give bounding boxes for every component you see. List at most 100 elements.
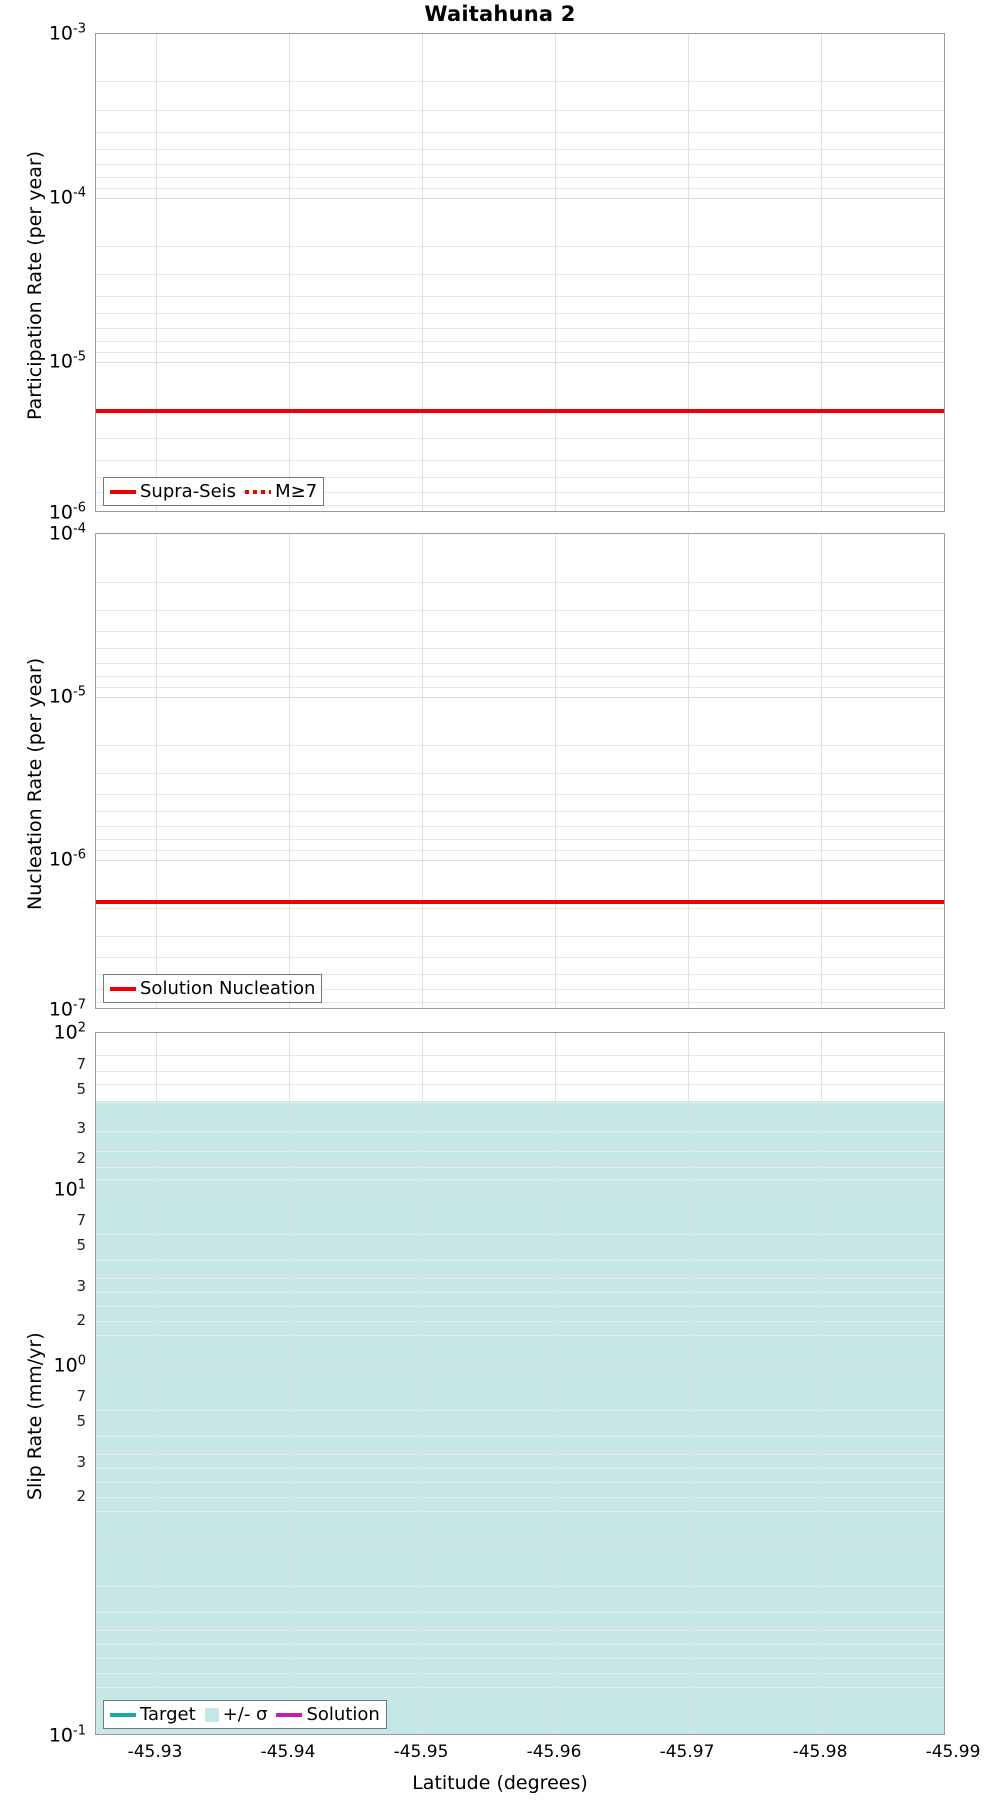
vgridline xyxy=(422,1033,423,1734)
legend-item-supra-seis[interactable]: Supra-Seis xyxy=(110,481,236,502)
vgridline xyxy=(289,1033,290,1734)
gridline xyxy=(96,1167,944,1168)
xtick: -45.98 xyxy=(792,1742,848,1762)
gridline xyxy=(96,328,944,329)
legend-item-sigma[interactable]: +/- σ xyxy=(204,1704,268,1725)
panel3-ytick-minor: 7 xyxy=(76,1211,86,1229)
vgridline xyxy=(688,34,689,511)
gridline xyxy=(96,1102,944,1103)
vgridline xyxy=(289,534,290,1008)
gridline xyxy=(96,826,944,827)
gridline xyxy=(96,1055,944,1056)
gridline xyxy=(96,850,944,851)
gridline xyxy=(96,1586,944,1587)
gridline xyxy=(96,1071,944,1072)
series-supra-seis-line xyxy=(96,409,944,413)
gridline xyxy=(96,663,944,664)
panel3-ytick-minor: 2 xyxy=(76,1149,86,1167)
gridline xyxy=(96,1410,944,1411)
legend-label: M≥7 xyxy=(275,481,318,502)
gridline xyxy=(96,164,944,165)
panel-slip-rate: Target +/- σ Solution xyxy=(95,1032,945,1735)
gridline xyxy=(96,1644,944,1645)
gridline xyxy=(96,1292,944,1293)
panel3-ytick-major: 102 xyxy=(53,1020,86,1044)
gridline xyxy=(96,1002,944,1003)
gridline-major xyxy=(96,362,944,363)
gridline xyxy=(96,1454,944,1455)
gridline xyxy=(96,313,944,314)
gridline xyxy=(96,610,944,611)
vgridline xyxy=(555,534,556,1008)
legend-label: +/- σ xyxy=(222,1704,268,1725)
gridline xyxy=(96,676,944,677)
gridline xyxy=(96,989,944,990)
panel3-ytick-minor: 7 xyxy=(76,1055,86,1073)
legend-item-solution-nucleation[interactable]: Solution Nucleation xyxy=(110,978,315,999)
series-sigma-band xyxy=(96,1101,944,1734)
gridline-major xyxy=(96,860,944,861)
gridline xyxy=(96,1306,944,1307)
gridline xyxy=(96,341,944,342)
vgridline xyxy=(156,34,157,511)
patch-teal-icon xyxy=(204,1707,219,1722)
panel2-ytick: 10-4 xyxy=(48,521,86,545)
vgridline xyxy=(821,1033,822,1734)
gridline xyxy=(96,1612,944,1613)
gridline xyxy=(96,1497,944,1498)
legend-label: Solution Nucleation xyxy=(140,978,316,999)
series-solution-nucleation-line xyxy=(96,900,944,904)
gridline xyxy=(96,811,944,812)
gridline xyxy=(96,745,944,746)
gridline xyxy=(96,438,944,439)
panel2-ytick: 10-5 xyxy=(48,684,86,708)
line-magenta-icon xyxy=(276,1712,303,1717)
gridline-major xyxy=(96,198,944,199)
gridline xyxy=(96,492,944,493)
panel2-ytick: 10-7 xyxy=(48,997,86,1021)
vgridline xyxy=(156,1033,157,1734)
panel2-legend[interactable]: Solution Nucleation xyxy=(103,974,323,1003)
gridline-major xyxy=(96,697,944,698)
vgridline xyxy=(688,1033,689,1734)
gridline xyxy=(96,81,944,82)
gridline xyxy=(96,1630,944,1631)
vgridline xyxy=(821,534,822,1008)
gridline xyxy=(96,957,944,958)
legend-label: Solution xyxy=(306,1704,380,1725)
panel1-ytick: 10-4 xyxy=(48,185,86,209)
panel3-ytick-minor: 5 xyxy=(76,1236,86,1254)
xtick: -45.93 xyxy=(127,1742,183,1762)
panel1-legend[interactable]: Supra-Seis M≥7 xyxy=(103,477,325,506)
gridline xyxy=(96,936,944,937)
gridline xyxy=(96,1179,944,1180)
gridline xyxy=(96,149,944,150)
gridline xyxy=(96,132,944,133)
gridline xyxy=(96,1151,944,1152)
gridline xyxy=(96,1511,944,1512)
gridline-major xyxy=(96,1366,944,1367)
vgridline xyxy=(156,534,157,1008)
gridline xyxy=(96,974,944,975)
gridline xyxy=(96,477,944,478)
legend-label: Target xyxy=(140,1704,196,1725)
gridline xyxy=(96,1658,944,1659)
xtick: -45.97 xyxy=(659,1742,715,1762)
vgridline xyxy=(422,34,423,511)
panel3-ytick-minor: 3 xyxy=(76,1277,86,1295)
legend-item-m7[interactable]: M≥7 xyxy=(245,481,317,502)
panel3-ytick-minor: 5 xyxy=(76,1412,86,1430)
panel1-ytick: 10-3 xyxy=(48,21,86,45)
panel3-legend[interactable]: Target +/- σ Solution xyxy=(103,1700,387,1729)
legend-item-solution[interactable]: Solution xyxy=(276,1704,380,1725)
legend-item-target[interactable]: Target xyxy=(110,1704,196,1725)
panel3-ytick-minor: 7 xyxy=(76,1387,86,1405)
panel1-plot-area xyxy=(95,33,945,512)
gridline xyxy=(96,1436,944,1437)
gridline xyxy=(96,460,944,461)
vgridline xyxy=(289,34,290,511)
panel2-ytick: 10-6 xyxy=(48,847,86,871)
panel-participation-rate: Supra-Seis M≥7 xyxy=(95,33,945,512)
panel3-ytick-minor: 3 xyxy=(76,1453,86,1471)
